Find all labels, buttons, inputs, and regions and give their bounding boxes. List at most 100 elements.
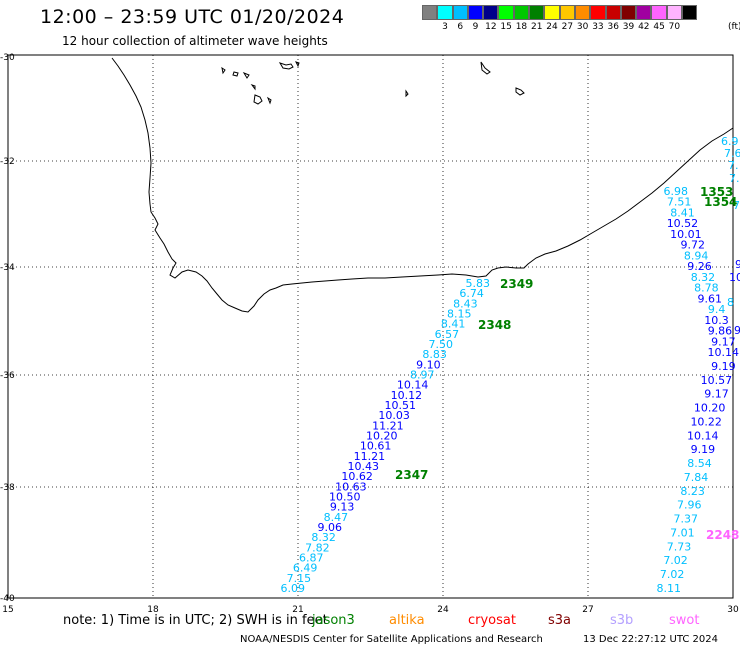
wave-height-value: 9.86 [708, 325, 733, 338]
latitude-label: -38 [0, 483, 15, 493]
colorbar-tick-label: 21 [531, 22, 543, 32]
wave-height-value: 7.82 [305, 541, 330, 554]
wave-height-value: 9.17 [711, 335, 736, 348]
wave-height-value: 9.17 [704, 388, 729, 401]
satellite-legend-item: s3a [548, 613, 572, 628]
pass-number-label: 2248 [706, 528, 739, 542]
wave-height-value: 7.37 [674, 513, 699, 526]
colorbar-swatch [452, 5, 468, 20]
wave-height-value: 10.43 [348, 460, 380, 473]
islands [221, 61, 525, 105]
wave-height-value: 9.06 [318, 521, 343, 534]
colorbar [422, 5, 698, 20]
wave-height-value: 8.43 [453, 297, 478, 310]
colorbar-tick-label: 24 [546, 22, 558, 32]
page-title: 12:00 – 23:59 UTC 01/20/2024 [40, 6, 345, 28]
colorbar-swatch [422, 5, 438, 20]
longitude-label: 27 [582, 605, 593, 615]
wave-height-value: 10.12 [391, 389, 423, 402]
graticule [8, 55, 733, 598]
wave-height-value: 10.14 [397, 379, 429, 392]
wave-height-value: 6.98 [664, 185, 689, 198]
wave-height-value: 10 [729, 271, 740, 284]
wave-height-value: 10.3 [704, 314, 729, 327]
east-track-values: 6.987.518.4110.5210.019.728.949.268.328.… [657, 185, 740, 595]
wave-height-value: 10.22 [690, 415, 722, 428]
wave-height-value: 8.94 [684, 249, 709, 262]
wave-height-value: 9. [734, 324, 740, 337]
wave-height-value: 9.19 [691, 443, 716, 456]
colorbar-swatch [651, 5, 667, 20]
colorbar-tick-label: 39 [622, 22, 635, 32]
wave-height-value: 10.03 [378, 409, 410, 422]
colorbar-tick-label: 27 [561, 22, 574, 32]
latitude-label: -36 [0, 371, 15, 381]
colorbar-swatch [574, 5, 591, 20]
colorbar-labels: 3 6 9 12 15 18 21 24 27 30 33 36 39 42 45 70 [422, 22, 697, 32]
colorbar-swatch [620, 5, 637, 20]
wave-height-value: 6.9 [721, 135, 739, 148]
wave-height-value: 9.61 [698, 292, 723, 305]
wave-height-value: 6.74 [459, 287, 484, 300]
wave-height-value: 9.4 [708, 303, 726, 316]
wave-height-value: 9 [735, 258, 740, 271]
wave-height-value: 9.10 [416, 358, 441, 371]
wave-height-value: 9.26 [687, 260, 712, 273]
colorbar-tick-label: 45 [653, 22, 665, 32]
wave-height-value: 8 [727, 296, 734, 309]
wave-height-value: 8.54 [687, 457, 712, 470]
latitude-label: -30 [0, 53, 15, 63]
wave-height-value: 8.11 [657, 582, 682, 595]
satellite-legend-item: altika [389, 613, 425, 628]
page-subtitle: 12 hour collection of altimeter wave hei… [62, 34, 328, 48]
wave-height-value: 7.6 [724, 147, 740, 160]
wave-height-value: 7.02 [663, 554, 688, 567]
wave-height-value: 11.21 [372, 419, 404, 432]
colorbar-swatch [544, 5, 560, 20]
wave-height-value: 7.51 [667, 196, 692, 209]
colorbar-tick-label: 70 [668, 22, 681, 32]
satellite-legend-item: jason3 [312, 613, 355, 628]
footer-note: note: 1) Time is in UTC; 2) SWH is in fe… [63, 613, 328, 628]
colorbar-swatch [682, 5, 698, 20]
generation-timestamp: 13 Dec 22:27:12 UTC 2024 [583, 634, 718, 645]
wave-height-value: 10.51 [385, 399, 417, 412]
colorbar-unit: (ft) [728, 22, 740, 32]
wave-height-value: 7.02 [660, 568, 685, 581]
wave-height-value: 8.41 [670, 206, 695, 219]
colorbar-swatch [529, 5, 545, 20]
wave-height-value: 7.15 [287, 572, 312, 585]
longitude-label: 15 [2, 605, 13, 615]
colorbar-tick-label: 6 [457, 22, 464, 32]
wave-height-value: 5.83 [466, 277, 491, 290]
colorbar-swatch [605, 5, 621, 20]
wave-height-value: 10.63 [335, 480, 367, 493]
coastline [111, 57, 734, 313]
wave-height-value: 8.41 [441, 318, 466, 331]
wave-height-value: 8.15 [447, 308, 472, 321]
wave-height-value: 9.72 [681, 239, 706, 252]
wave-height-value: 8.97 [410, 369, 435, 382]
colorbar-swatch [559, 5, 575, 20]
colorbar-tick-label: 3 [442, 22, 448, 32]
colorbar-tick-label: 18 [515, 22, 528, 32]
satellite-legend-item: cryosat [468, 613, 516, 628]
wave-height-value: 7 [733, 199, 740, 212]
latitude-label: -32 [0, 157, 15, 167]
pass-number-label: 2347 [395, 468, 428, 482]
wave-height-value: 6.87 [299, 552, 324, 565]
wave-height-value: 7.84 [684, 471, 709, 484]
colorbar-swatch [666, 5, 683, 20]
satellite-legend-item: swot [669, 613, 700, 628]
wave-height-value: 11.21 [354, 450, 386, 463]
colorbar-swatch [513, 5, 530, 20]
longitude-label: 18 [147, 605, 159, 615]
credit-text: NOAA/NESDIS Center for Satellite Applica… [240, 634, 543, 645]
west-track-values: 5.836.748.438.158.416.577.508.839.108.97… [281, 277, 491, 595]
pass-number-label: 2349 [500, 277, 533, 291]
wave-height-value: 6.49 [293, 562, 318, 575]
colorbar-tick-label: 42 [638, 22, 650, 32]
